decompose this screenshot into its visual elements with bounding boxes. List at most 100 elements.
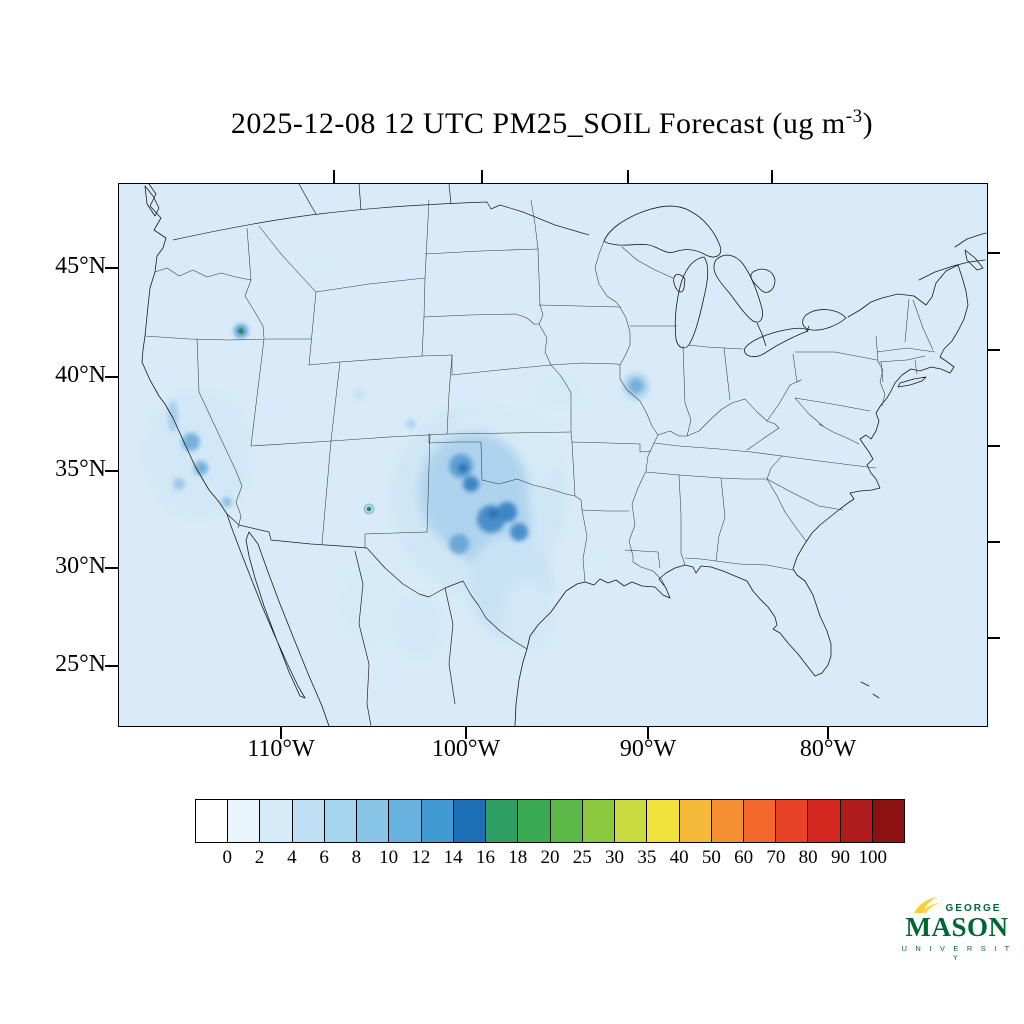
idaho-high-value-spot	[238, 328, 244, 334]
colorbar-tick-label-60: 60	[734, 847, 754, 868]
colorbar-swatch-13	[615, 800, 648, 842]
lon-tick-bottom-100w	[465, 726, 467, 739]
lat-tick-right-25n	[987, 637, 1000, 639]
colorbar-tick-label-30: 30	[605, 847, 625, 868]
colorbar-swatch-7	[421, 800, 454, 842]
canada-atlantic	[954, 232, 987, 248]
lon-tick-top-100w	[481, 170, 483, 183]
gmu-logo: GEORGE MASON U N I V E R S I T Y	[896, 896, 1018, 962]
lon-tick-top-80w	[771, 170, 773, 183]
colorbar-tick-label-12: 12	[411, 847, 431, 868]
colorbar-tick-label-8: 8	[351, 847, 362, 868]
bahama-banks	[860, 681, 880, 699]
international-borders	[172, 184, 590, 726]
colorbar-tick-label-80: 80	[798, 847, 818, 868]
colorbar-tick-label-100: 100	[858, 847, 887, 868]
great-lakes	[603, 205, 847, 358]
lat-tick-left-45n	[105, 267, 118, 269]
colorbar-swatch-17	[743, 800, 777, 842]
gmu-swoosh-icon	[913, 897, 942, 913]
niagara-river	[806, 325, 810, 333]
canada-border	[172, 201, 590, 241]
lake-ontario	[802, 309, 847, 331]
colorbar-tick-label-70: 70	[766, 847, 786, 868]
lat-tick-left-35n	[105, 470, 118, 472]
lat-tick-left-30n	[105, 567, 118, 569]
nova-scotia	[964, 249, 984, 271]
vancouver-island	[144, 185, 160, 217]
colorbar-swatch-21	[872, 800, 905, 842]
lon-tick-bottom-80w	[827, 726, 829, 739]
colorbar-swatch-6	[389, 800, 422, 842]
lat-label-35n: 35°N	[55, 456, 106, 482]
colorbar-swatch-2	[260, 800, 293, 842]
lat-tick-right-35n	[987, 445, 1000, 447]
colorbar-swatch-5	[357, 800, 390, 842]
plot-title: 2025-12-08 12 UTC PM25_SOIL Forecast (ug…	[118, 106, 986, 141]
gmu-logo-george: GEORGE	[945, 903, 1002, 914]
colorbar-tick-label-20: 20	[540, 847, 560, 868]
colorbar-swatch-9	[486, 800, 519, 842]
plot-title-superscript: -3	[845, 106, 863, 127]
colorbar	[195, 799, 905, 843]
colorbar-tick-label-6: 6	[319, 847, 329, 868]
gmu-logo-university: U N I V E R S I T Y	[901, 944, 1013, 962]
colorbar-swatch-12	[582, 800, 616, 842]
lon-tick-bottom-110w	[280, 726, 282, 739]
colorbar-swatch-20	[840, 800, 873, 842]
pm25-plumes	[144, 256, 650, 658]
colorbar-tick-label-0: 0	[222, 847, 233, 868]
plot-title-suffix: )	[862, 107, 874, 140]
gulf-atlantic-coast	[514, 264, 969, 726]
st-lawrence-north-shore	[918, 259, 986, 281]
mexico-state-lines	[354, 550, 456, 726]
colorbar-tick-label-16: 16	[475, 847, 495, 868]
plot-title-text: 2025-12-08 12 UTC PM25_SOIL Forecast (ug…	[230, 107, 846, 140]
lat-label-45n: 45°N	[55, 253, 106, 279]
lat-tick-right-45n	[987, 252, 1000, 254]
forecast-map	[118, 183, 988, 727]
colorbar-tick-label-10: 10	[379, 847, 399, 868]
colorbar-tick-label-18: 18	[508, 847, 528, 868]
lon-label-100w: 100°W	[431, 736, 501, 762]
colorbar-swatch-8	[453, 800, 487, 842]
colorbar-swatch-3	[292, 800, 325, 842]
lon-tick-bottom-90w	[647, 726, 649, 739]
colorbar-swatch-10	[518, 800, 551, 842]
lat-tick-left-25n	[105, 665, 118, 667]
colorbar-swatch-14	[647, 800, 680, 842]
colorbar-swatch-0	[196, 800, 229, 842]
lake-superior	[603, 205, 722, 258]
colorbar-tick-label-50: 50	[701, 847, 721, 868]
canada-province-lines	[298, 184, 452, 215]
green-bay	[673, 273, 686, 293]
long-island	[897, 376, 927, 388]
colorbar-tick-label-25: 25	[572, 847, 592, 868]
mexico-border	[226, 513, 528, 650]
lake-erie	[744, 327, 809, 358]
lat-tick-right-30n	[987, 541, 1000, 543]
colorbar-tick-label-4: 4	[287, 847, 297, 868]
lat-tick-right-40n	[987, 349, 1000, 351]
colorbar-tick-label-35: 35	[637, 847, 657, 868]
colorbar-swatch-16	[711, 800, 744, 842]
georgian-bay	[750, 268, 776, 293]
colorbar-tick-label-40: 40	[669, 847, 689, 868]
colorado-high-value-spot	[366, 506, 372, 512]
lat-label-25n: 25°N	[55, 651, 106, 677]
lon-label-80w: 80°W	[799, 736, 857, 762]
lake-michigan	[674, 256, 709, 349]
lat-tick-left-40n	[105, 376, 118, 378]
colorbar-swatch-4	[324, 800, 358, 842]
coastlines	[141, 184, 987, 726]
lake-huron	[713, 254, 763, 323]
colorbar-swatch-18	[776, 800, 809, 842]
lon-label-110w: 110°W	[247, 736, 315, 762]
lat-label-30n: 30°N	[55, 553, 106, 579]
colorbar-swatch-11	[550, 800, 583, 842]
lon-tick-top-110w	[333, 170, 335, 183]
colorbar-labels: 0 2 4 6 8 10 12 14 16 18 20 25 30 35 40 50 60 70 80 90 100	[195, 847, 905, 873]
lon-label-90w: 90°W	[619, 736, 677, 762]
lon-tick-top-90w	[627, 170, 629, 183]
colorbar-tick-label-90: 90	[830, 847, 850, 868]
